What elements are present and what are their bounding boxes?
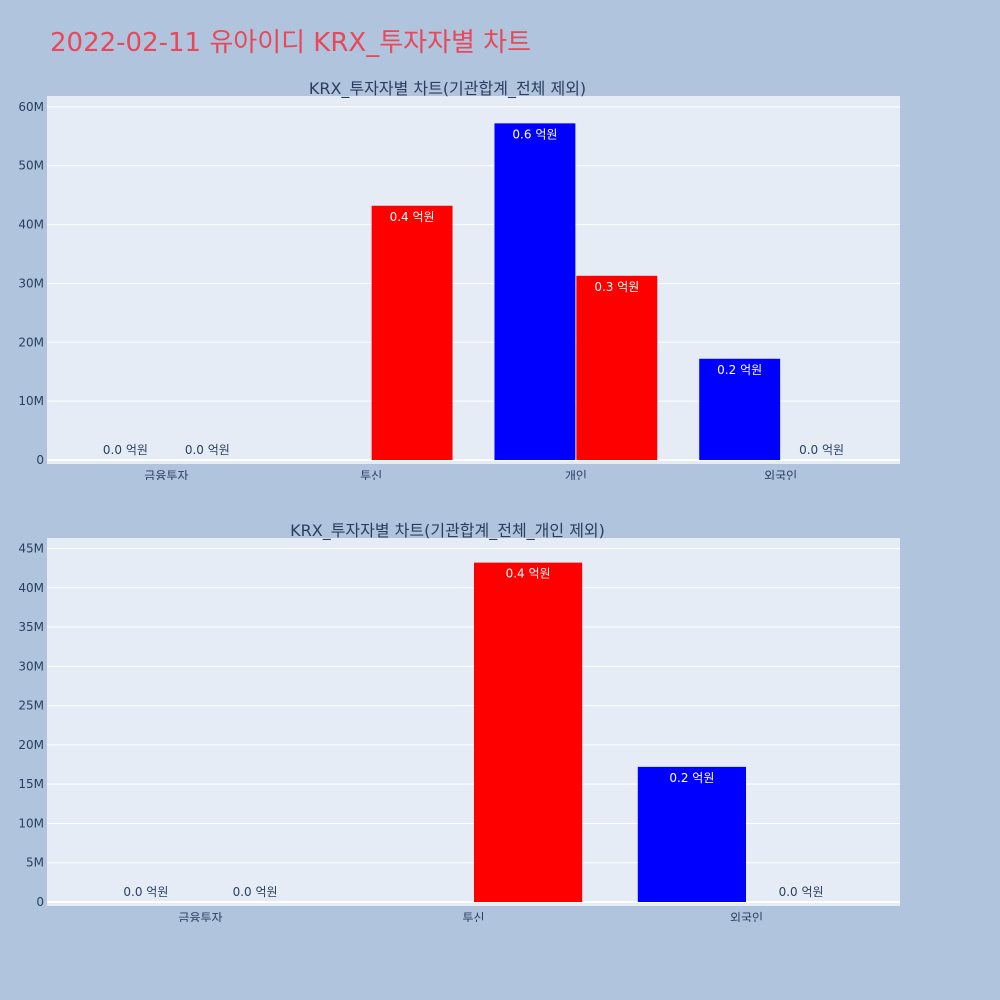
bar-value-label: 0.0 억원 xyxy=(799,443,844,457)
y-tick-label: 20M xyxy=(18,335,44,349)
bar xyxy=(371,205,453,460)
chart-title: KRX_투자자별 차트(기관합계_전체 제외) xyxy=(309,79,586,99)
y-tick-label: 35M xyxy=(18,620,44,634)
x-tick-label: 투신 xyxy=(360,469,382,480)
bar-value-label: 0.0 억원 xyxy=(779,885,824,899)
bar-value-label: 0.3 억원 xyxy=(594,280,639,294)
x-tick-label: 금융투자 xyxy=(178,911,222,922)
bar-value-label: 0.0 억원 xyxy=(123,885,168,899)
y-tick-label: 30M xyxy=(18,659,44,673)
bar-value-label: 0.0 억원 xyxy=(185,443,230,457)
y-tick-label: 50M xyxy=(18,159,44,173)
y-tick-label: 0 xyxy=(36,895,44,909)
bar-value-label: 0.6 억원 xyxy=(512,127,557,141)
y-tick-label: 0 xyxy=(36,453,44,467)
y-tick-label: 45M xyxy=(18,541,44,555)
y-tick-label: 40M xyxy=(18,581,44,595)
y-tick-label: 40M xyxy=(18,218,44,232)
bar-value-label: 0.2 억원 xyxy=(717,363,762,377)
x-tick-label: 개인 xyxy=(565,469,587,480)
chart-title: KRX_투자자별 차트(기관합계_전체_개인 제외) xyxy=(290,521,605,541)
bar-value-label: 0.0 억원 xyxy=(103,443,148,457)
x-tick-label: 외국인 xyxy=(764,469,797,480)
y-tick-label: 15M xyxy=(18,777,44,791)
bar-value-label: 0.0 억원 xyxy=(233,885,278,899)
bar xyxy=(474,562,583,902)
y-tick-label: 20M xyxy=(18,738,44,752)
y-tick-label: 30M xyxy=(18,276,44,290)
x-tick-label: 외국인 xyxy=(730,911,763,922)
x-tick-label: 금융투자 xyxy=(144,469,188,480)
bar-value-label: 0.4 억원 xyxy=(390,210,435,224)
y-tick-label: 10M xyxy=(18,394,44,408)
chart-individual-excluded: 0 5M 10M 15M 20M 25M 30M 35M 40M 45M KRX_투자자별 차트(기… xyxy=(18,521,900,922)
bar xyxy=(699,358,781,460)
bar xyxy=(576,275,658,460)
y-tick-label: 5M xyxy=(26,856,44,870)
plot-area xyxy=(47,538,900,906)
bar xyxy=(494,123,576,460)
chart-all-excluded: 0 10M 20M 30M 40M 50M 60M KRX_투자자별 차트(기관합계_전체 제… xyxy=(18,79,900,480)
bar-value-label: 0.2 억원 xyxy=(669,771,714,785)
bar xyxy=(637,766,746,902)
x-tick-label: 투신 xyxy=(462,911,484,922)
y-tick-label: 10M xyxy=(18,816,44,830)
y-tick-label: 60M xyxy=(18,100,44,114)
page-title: 2022-02-11 유아이디 KRX_투자자별 차트 xyxy=(50,28,532,58)
y-tick-label: 25M xyxy=(18,699,44,713)
bar-value-label: 0.4 억원 xyxy=(506,567,551,581)
